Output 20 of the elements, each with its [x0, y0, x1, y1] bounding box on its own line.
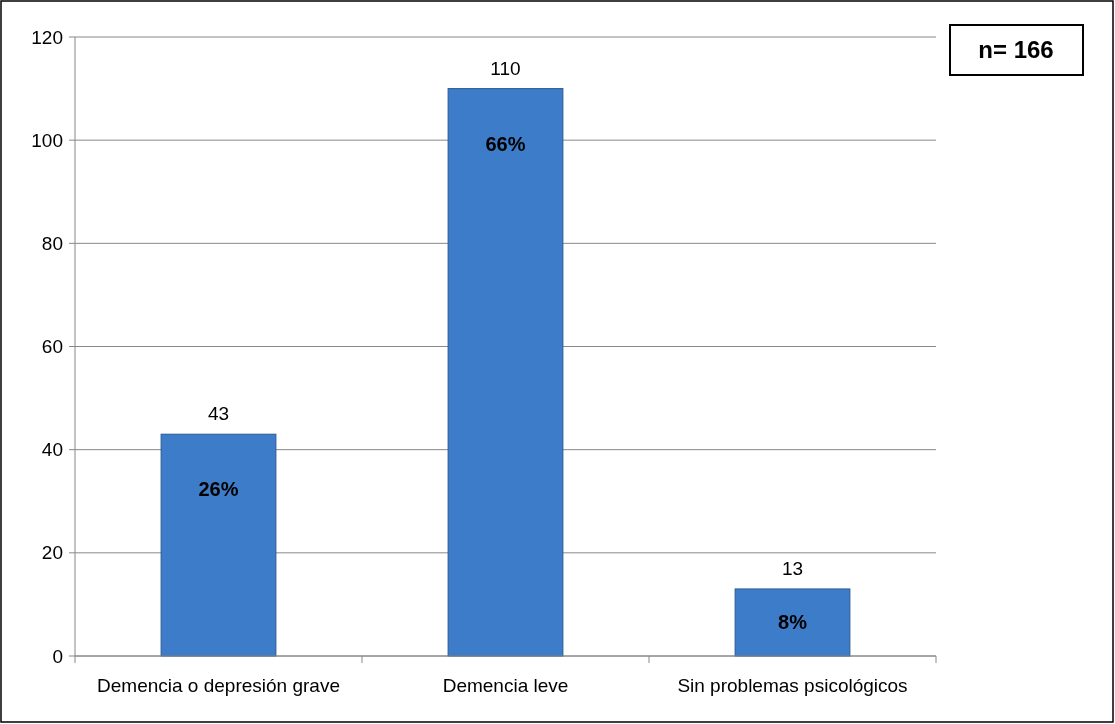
bar	[447, 88, 564, 657]
data-label: 43	[207, 403, 230, 425]
annotation: 66%	[485, 132, 526, 155]
data-label: 13	[781, 557, 804, 579]
y-tick-label: 120	[31, 26, 63, 48]
y-tick-label: 100	[31, 129, 63, 151]
annotation: 26%	[198, 478, 239, 501]
y-tick-label: 60	[41, 336, 63, 358]
y-tick-label: 40	[41, 439, 63, 461]
data-label: 110	[490, 57, 521, 79]
bar	[160, 433, 277, 657]
text: n= 166	[978, 36, 1054, 64]
y-tick-label: 80	[41, 232, 63, 254]
annotation: 8%	[778, 611, 808, 634]
y-tick-label: 0	[52, 645, 63, 667]
bar	[734, 588, 851, 657]
x-tick-label: Demencia o depresión grave	[97, 675, 340, 696]
x-tick-label: Sin problemas psicológicos	[677, 675, 908, 696]
y-tick-label: 20	[41, 542, 63, 564]
x-tick-label: Demencia leve	[442, 675, 569, 696]
